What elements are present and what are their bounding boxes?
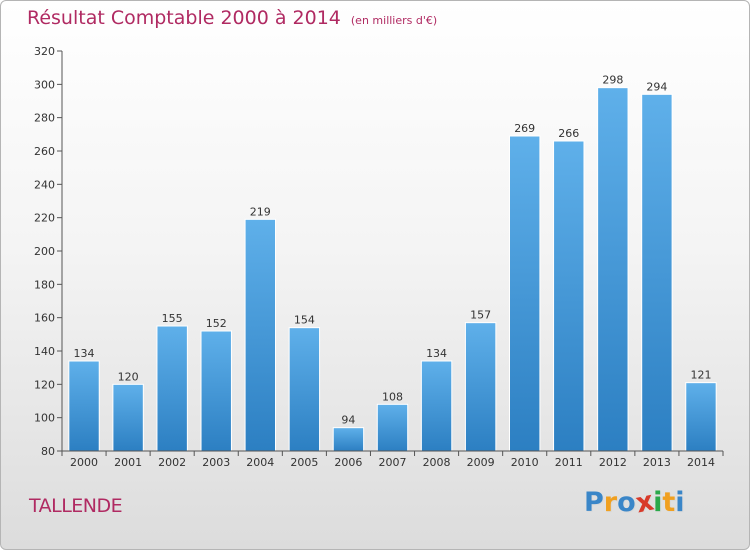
logo-letter: i (653, 487, 663, 518)
data-label: 94 (341, 414, 355, 427)
data-label: 134 (426, 347, 447, 360)
chart-title: Résultat Comptable 2000 à 2014 (en millie… (27, 7, 437, 29)
x-tick-label: 2001 (114, 456, 142, 469)
logo-letter: r (603, 487, 618, 518)
x-tick-label: 2005 (290, 456, 318, 469)
bar (200, 330, 232, 452)
y-tick-label: 180 (34, 278, 55, 291)
bar (685, 382, 717, 452)
y-tick-label: 80 (41, 445, 55, 458)
data-label: 134 (74, 347, 95, 360)
y-tick-label: 140 (34, 345, 55, 358)
data-label: 269 (514, 122, 535, 135)
data-label: 154 (294, 314, 315, 327)
data-label: 298 (602, 74, 623, 87)
x-tick-label: 2004 (246, 456, 274, 469)
x-tick-label: 2009 (467, 456, 495, 469)
y-tick-label: 320 (34, 45, 55, 58)
data-label: 266 (558, 127, 579, 140)
data-label: 219 (250, 205, 271, 218)
x-tick-label: 2013 (643, 456, 671, 469)
data-label: 157 (470, 309, 491, 322)
bar (156, 325, 188, 452)
chart-title-text: Résultat Comptable 2000 à 2014 (27, 7, 341, 29)
data-label: 294 (646, 80, 667, 93)
data-label: 152 (206, 317, 227, 330)
y-tick-label: 280 (34, 112, 55, 125)
x-tick-label: 2007 (379, 456, 407, 469)
x-tick-label: 2002 (158, 456, 186, 469)
x-tick-label: 2010 (511, 456, 539, 469)
data-label: 155 (162, 312, 183, 325)
bar (68, 360, 100, 452)
bar (112, 383, 144, 452)
bar (597, 87, 629, 452)
bar (420, 360, 453, 452)
y-tick-label: 200 (34, 245, 55, 258)
y-tick-label: 220 (34, 212, 55, 225)
x-tick-label: 2000 (70, 456, 98, 469)
y-tick-label: 160 (34, 312, 55, 325)
bar (244, 218, 277, 452)
x-tick-label: 2003 (202, 456, 230, 469)
proxiti-logo: Proxiti (584, 486, 685, 520)
bar (508, 135, 541, 452)
x-tick-label: 2008 (423, 456, 451, 469)
x-tick-label: 2012 (599, 456, 627, 469)
y-tick-label: 240 (34, 178, 55, 191)
chart-unit-label: (en milliers d'€) (350, 14, 438, 27)
x-tick-label: 2014 (687, 456, 715, 469)
bar (553, 140, 585, 452)
y-tick-label: 300 (34, 78, 55, 91)
x-tick-label: 2006 (334, 456, 362, 469)
logo-letter: t (662, 487, 676, 518)
data-label: 120 (118, 370, 139, 383)
bar (641, 93, 673, 452)
y-tick-label: 260 (34, 145, 55, 158)
y-tick-label: 100 (34, 412, 55, 425)
y-tick-label: 120 (34, 378, 55, 391)
bar (376, 403, 409, 452)
bar (332, 427, 365, 452)
x-tick-label: 2011 (555, 456, 583, 469)
bar (464, 322, 497, 452)
logo-letter: P (584, 487, 604, 518)
logo-letter: o (617, 487, 636, 518)
data-label: 121 (690, 369, 711, 382)
data-label: 108 (382, 390, 403, 403)
commune-name: TALLENDE (29, 495, 123, 517)
bar (288, 327, 321, 452)
logo-letter: i (675, 487, 685, 518)
